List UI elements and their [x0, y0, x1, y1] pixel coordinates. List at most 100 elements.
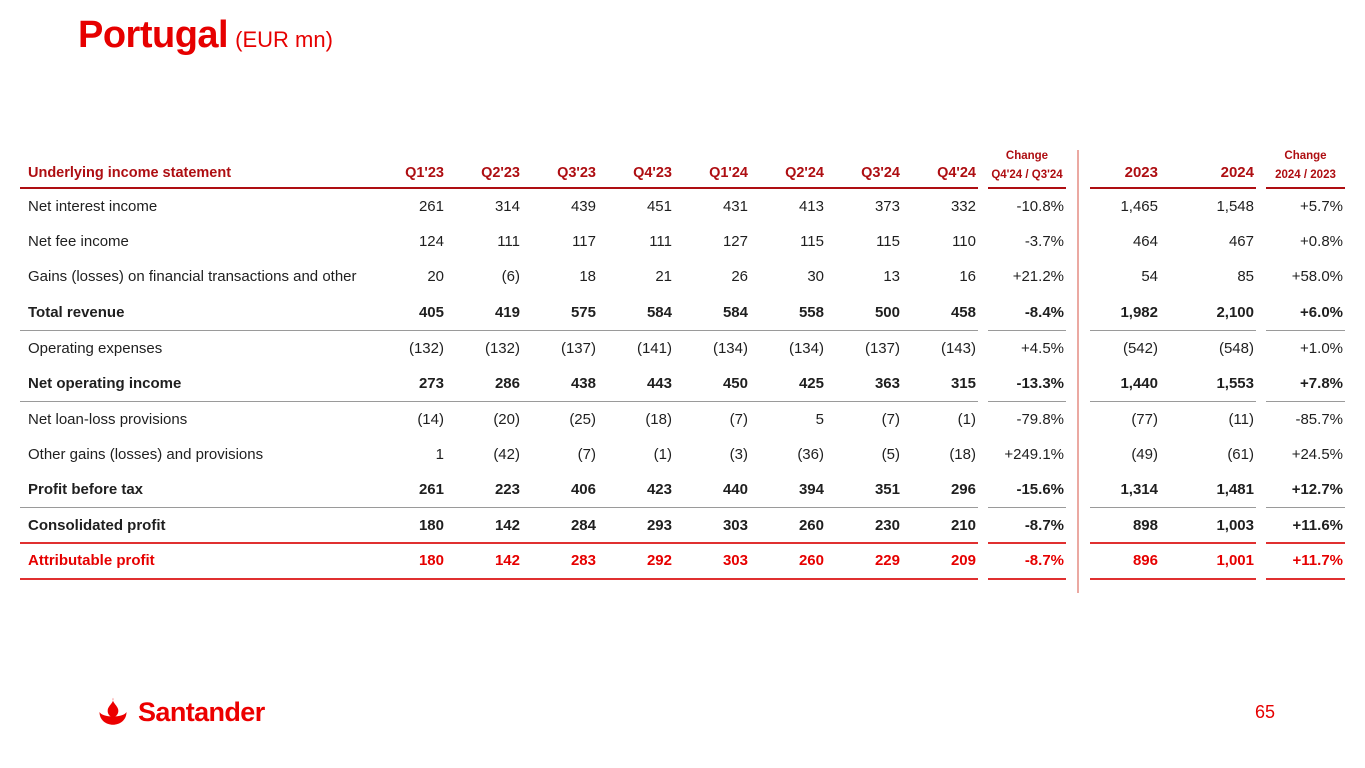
cell-q2-23: 142 — [446, 543, 522, 580]
cell-q4-24: 458 — [902, 294, 978, 331]
cell-q2-24: 260 — [750, 543, 826, 580]
cell-q2-24: (36) — [797, 445, 824, 463]
row-label: Operating expenses — [28, 339, 163, 357]
change-quarter-caption: Change — [1005, 150, 1049, 162]
cell-q2-24: 413 — [798, 197, 824, 215]
cell-q3-24: 363 — [826, 365, 902, 402]
table-row: Attributable profit 180 142 283 292 303 … — [20, 543, 1345, 580]
column-gap — [978, 224, 988, 260]
column-gap — [1256, 543, 1266, 579]
column-gap — [1256, 366, 1266, 402]
column-gap — [978, 472, 988, 508]
cell-q1-24: 450 — [674, 365, 750, 402]
header-q1-24: Q1'24 — [674, 150, 750, 189]
cell-q1-23: 1 — [435, 445, 444, 463]
column-gap — [978, 401, 988, 437]
underlying-income-statement-table: Underlying income statement Q1'23 Q2'23 … — [20, 150, 1345, 580]
cell-year-2024: 1,548 — [1216, 197, 1254, 215]
cell-q4-23: (1) — [653, 445, 672, 463]
table-header-row: Underlying income statement Q1'23 Q2'23 … — [20, 150, 1345, 189]
column-gap — [1256, 508, 1266, 544]
header-year-2023: 2023 — [1090, 150, 1160, 189]
cell-q4-23: 292 — [598, 543, 674, 580]
column-gap — [1256, 150, 1266, 188]
table-row: Gains (losses) on financial transactions… — [20, 259, 1345, 295]
cell-q1-23: (14) — [417, 410, 444, 428]
column-gap — [1256, 259, 1266, 295]
row-label: Net loan-loss provisions — [28, 410, 188, 428]
cell-q2-23: (132) — [484, 339, 520, 357]
cell-q2-23: 142 — [446, 507, 522, 544]
row-label: Net fee income — [28, 232, 129, 250]
cell-q4-23: 423 — [598, 472, 674, 508]
table-row: Net interest income 261 314 439 451 431 … — [20, 188, 1345, 224]
cell-q4-24: 210 — [902, 507, 978, 544]
header-q4-24: Q4'24 — [902, 150, 978, 189]
cell-q1-23: 261 — [418, 197, 444, 215]
row-label: Other gains (losses) and provisions — [28, 445, 264, 463]
row-label: Net interest income — [28, 197, 158, 215]
header-q4-23: Q4'23 — [598, 150, 674, 189]
cell-change-qoq: -8.7% — [988, 507, 1066, 544]
cell-q2-24: (134) — [788, 339, 824, 357]
header-q3-23: Q3'23 — [522, 150, 598, 189]
cell-year-2024: 85 — [1237, 268, 1254, 286]
cell-q3-24: 373 — [874, 197, 900, 215]
cell-q2-24: 394 — [750, 472, 826, 508]
cell-q1-23: 180 — [370, 507, 446, 544]
table-body: Net interest income 261 314 439 451 431 … — [20, 188, 1345, 580]
column-gap — [1256, 295, 1266, 331]
cell-q1-24: 303 — [674, 507, 750, 544]
table-row: Net fee income 124 111 117 111 127 115 1… — [20, 224, 1345, 260]
table-row: Net loan-loss provisions (14) (20) (25) … — [20, 401, 1345, 437]
column-gap — [978, 543, 988, 579]
cell-year-2024: (61) — [1227, 445, 1254, 463]
column-gap — [1256, 472, 1266, 508]
cell-q3-24: 500 — [826, 294, 902, 331]
column-gap — [1256, 401, 1266, 437]
cell-q1-23: 20 — [427, 268, 444, 286]
cell-q4-23: 21 — [655, 268, 672, 286]
column-gap — [1256, 437, 1266, 473]
cell-q4-24: 315 — [902, 365, 978, 402]
cell-q1-24: (3) — [729, 445, 748, 463]
santander-logo: Santander — [95, 696, 265, 728]
cell-q4-24: 16 — [959, 268, 976, 286]
header-statement-label: Underlying income statement — [20, 150, 370, 189]
row-label: Total revenue — [20, 294, 370, 331]
cell-year-2024: (548) — [1218, 339, 1254, 357]
table-row: Operating expenses (132) (132) (137) (14… — [20, 330, 1345, 366]
table-row: Total revenue 405 419 575 584 584 558 50… — [20, 294, 1345, 331]
table-row: Other gains (losses) and provisions 1 (4… — [20, 437, 1345, 473]
cell-change-yoy: +11.7% — [1266, 543, 1345, 580]
row-label: Profit before tax — [20, 472, 370, 508]
header-q1-23: Q1'23 — [370, 150, 446, 189]
header-q2-23: Q2'23 — [446, 150, 522, 189]
cell-q1-24: 440 — [674, 472, 750, 508]
cell-q4-23: (141) — [636, 339, 672, 357]
column-gap — [978, 188, 988, 224]
cell-q4-23: (18) — [645, 410, 672, 428]
cell-q4-23: 443 — [598, 365, 674, 402]
cell-q3-23: (137) — [560, 339, 596, 357]
cell-q4-24: 209 — [902, 543, 978, 580]
cell-q4-23: 584 — [598, 294, 674, 331]
cell-q3-23: 439 — [570, 197, 596, 215]
cell-year-2023: 1,440 — [1090, 365, 1160, 402]
cell-q2-24: 425 — [750, 365, 826, 402]
table-row: Net operating income 273 286 438 443 450… — [20, 365, 1345, 402]
cell-q3-24: 13 — [883, 268, 900, 286]
cell-year-2024: 467 — [1228, 232, 1254, 250]
annual-block-divider-line — [1077, 150, 1079, 593]
cell-q2-24: 115 — [800, 232, 824, 250]
cell-change-yoy: +58.0% — [1291, 268, 1343, 286]
cell-year-2023: 1,465 — [1120, 197, 1158, 215]
cell-q3-23: (25) — [569, 410, 596, 428]
cell-q1-24: 127 — [722, 232, 748, 250]
cell-year-2024: 1,001 — [1160, 543, 1256, 580]
cell-q2-24: 558 — [750, 294, 826, 331]
row-label: Net operating income — [20, 365, 370, 402]
row-label: Consolidated profit — [20, 507, 370, 544]
cell-q4-24: 110 — [952, 232, 976, 250]
cell-change-yoy: -85.7% — [1295, 410, 1343, 428]
